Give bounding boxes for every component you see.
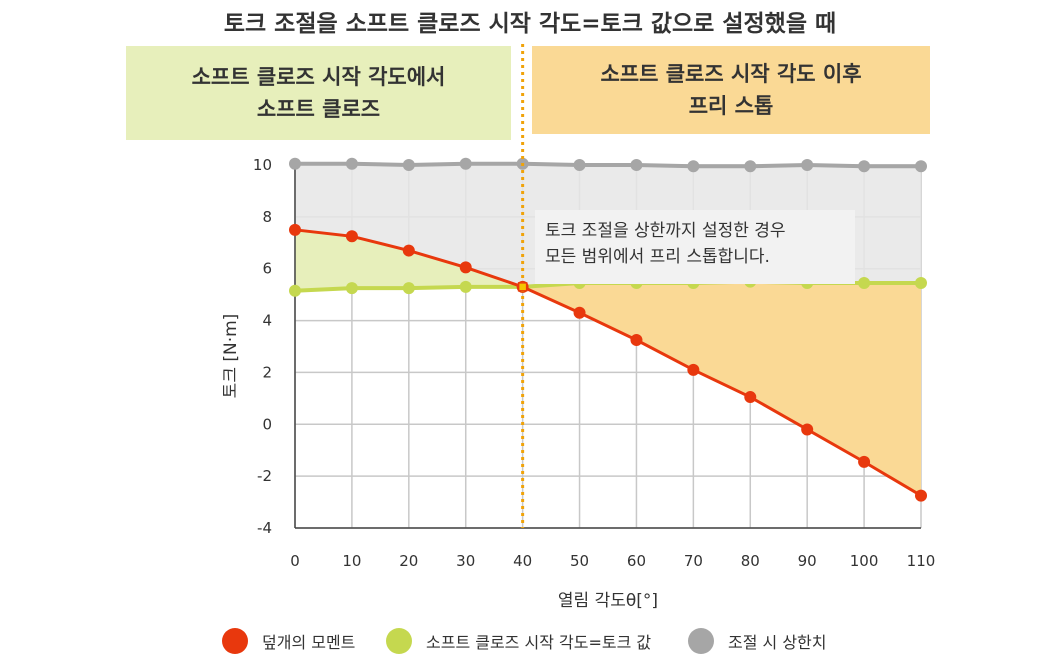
series-line-limit	[295, 161, 921, 169]
data-point-limit	[801, 159, 814, 171]
data-point-limit	[459, 157, 472, 170]
x-tick-label: 110	[907, 552, 936, 570]
data-point-limit	[289, 157, 301, 170]
x-tick-label: 10	[342, 552, 361, 570]
upper-limit-annotation: 토크 조절을 상한까지 설정한 경우 모든 범위에서 프리 스톱합니다.	[535, 210, 855, 284]
x-tick-label: 60	[627, 552, 646, 570]
legend-item-soft-close: 소프트 클로즈 시작 각도=토크 값	[386, 628, 651, 654]
legend-item-moment: 덮개의 모멘트	[222, 628, 355, 654]
region-left-line-1: 소프트 클로즈 시작 각도에서	[191, 65, 446, 89]
series-line-moment	[294, 228, 922, 497]
legend-marker-limit	[688, 628, 714, 654]
x-tick-label: 70	[684, 552, 703, 570]
free-stop-region-label: 소프트 클로즈 시작 각도 이후 프리 스톱	[532, 46, 930, 134]
x-tick-label: 40	[513, 552, 532, 570]
x-tick-label: 80	[741, 552, 760, 570]
y-tick-label: -2	[257, 467, 272, 485]
legend-label-limit: 조절 시 상한치	[728, 633, 827, 652]
y-tick-label: -4	[257, 519, 272, 537]
y-tick-label: 2	[262, 363, 272, 381]
data-point-moment	[289, 223, 301, 236]
data-point-moment	[630, 334, 643, 347]
data-point-moment	[345, 230, 358, 243]
y-tick-label: 4	[262, 312, 272, 330]
x-tick-label: 50	[570, 552, 589, 570]
free-stop-fill-area	[522, 281, 921, 496]
x-tick-label: 0	[290, 552, 300, 570]
y-tick-label: 10	[253, 156, 272, 174]
data-point-limit	[744, 160, 757, 173]
data-point-limit	[915, 160, 927, 173]
intersection-marker	[517, 282, 528, 292]
data-point-moment	[858, 455, 871, 468]
legend-marker-soft-close	[386, 628, 412, 654]
soft-close-region-label: 소프트 클로즈 시작 각도에서 소프트 클로즈	[126, 46, 511, 140]
page-title: 토크 조절을 소프트 클로즈 시작 각도=토크 값으로 설정했을 때	[223, 11, 837, 37]
region-right-line-2: 프리 스톱	[688, 94, 774, 118]
x-tick-label: 100	[850, 552, 879, 570]
x-tick-label: 90	[798, 552, 817, 570]
data-point-limit	[858, 160, 871, 173]
data-point-limit	[687, 160, 700, 173]
data-point-moment	[801, 423, 814, 436]
data-point-soft-close	[858, 276, 871, 289]
data-point-limit	[573, 159, 586, 171]
x-tick-label: 20	[399, 552, 418, 570]
data-point-limit	[630, 159, 643, 171]
data-point-moment	[915, 489, 927, 502]
x-tick-label: 30	[456, 552, 475, 570]
legend-marker-moment	[222, 628, 248, 654]
y-tick-label: 0	[262, 415, 272, 433]
legend-label-soft-close: 소프트 클로즈 시작 각도=토크 값	[426, 633, 652, 652]
chart-legend: 덮개의 모멘트 소프트 클로즈 시작 각도=토크 값 조절 시 상한치	[0, 624, 1060, 658]
x-axis-title: 열림 각도θ[°]	[558, 591, 658, 611]
soft-close-fill-area	[295, 229, 523, 291]
y-tick-label: 8	[262, 208, 272, 226]
data-point-soft-close	[459, 280, 472, 293]
data-point-moment	[402, 244, 415, 257]
y-tick-label: 6	[262, 260, 272, 278]
legend-item-limit: 조절 시 상한치	[688, 628, 827, 654]
data-point-soft-close	[289, 284, 301, 297]
data-point-limit	[345, 157, 358, 170]
data-point-moment	[687, 363, 700, 376]
region-left-line-2: 소프트 클로즈	[256, 97, 381, 121]
y-axis-title: 토크 [N·m]	[221, 314, 241, 399]
data-point-moment	[573, 306, 586, 319]
region-right-line-1: 소프트 클로즈 시작 각도 이후	[600, 62, 862, 86]
data-point-moment	[744, 391, 757, 404]
data-point-soft-close	[915, 276, 927, 289]
annotation-line-2: 모든 범위에서 프리 스톱합니다.	[545, 247, 770, 267]
data-point-soft-close	[402, 282, 415, 295]
data-point-soft-close	[345, 282, 358, 295]
annotation-line-1: 토크 조절을 상한까지 설정한 경우	[545, 221, 786, 241]
data-point-moment	[459, 261, 472, 274]
data-point-limit	[402, 159, 415, 171]
legend-label-moment: 덮개의 모멘트	[262, 633, 356, 652]
